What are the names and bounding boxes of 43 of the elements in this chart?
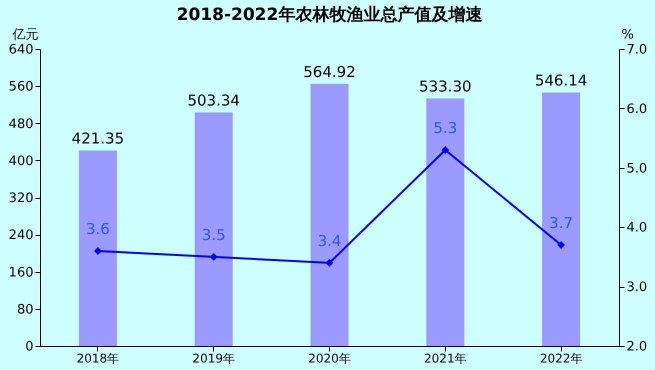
x-tick-label: 2018年 — [76, 352, 120, 366]
y-tick-label: 240 — [8, 228, 34, 244]
y2-tick-label: 3.0 — [626, 280, 648, 296]
y-tick-label: 320 — [8, 191, 34, 206]
data-label: 421.35 — [72, 129, 124, 148]
y2-axis-title: % — [622, 28, 634, 42]
point — [94, 247, 102, 255]
data-label: 503.34 — [187, 91, 240, 110]
y-tick-label: 0 — [25, 340, 34, 354]
data-label: 5.3 — [433, 118, 458, 137]
bar — [194, 112, 233, 346]
y-tick-label: 480 — [8, 116, 34, 132]
x-tick-label: 2020年 — [308, 352, 351, 366]
y-tick-label: 640 — [8, 42, 34, 58]
y-tick-label: 560 — [8, 80, 34, 95]
x-tick-label: 2022年 — [540, 352, 582, 366]
data-label: 546.14 — [534, 72, 588, 90]
y-axis-title: 亿元 — [12, 28, 38, 42]
bar — [310, 84, 348, 346]
y-tick-label: 400 — [8, 154, 34, 169]
data-label: 3.6 — [86, 220, 110, 238]
y2-tick-label: 2.0 — [626, 340, 648, 354]
data-label: 3.5 — [202, 226, 226, 244]
data-label: 564.92 — [303, 62, 356, 81]
data-label: 533.30 — [419, 78, 472, 96]
bar — [542, 92, 580, 346]
y2-tick-label: 4.0 — [626, 220, 648, 236]
point — [326, 258, 334, 267]
point — [210, 253, 218, 261]
bar — [426, 98, 464, 346]
y2-tick-label: 7.0 — [626, 42, 648, 58]
data-label: 3.7 — [549, 214, 574, 232]
y2-tick-label: 5.0 — [626, 161, 648, 176]
point — [557, 241, 565, 249]
chart-title: 2018-2022年农林牧渔业总产值及增速 — [176, 5, 482, 25]
data-label: 3.4 — [318, 232, 342, 250]
x-tick-label: 2019年 — [192, 352, 235, 366]
x-tick-label: 2021年 — [424, 352, 467, 366]
y-tick-label: 80 — [16, 302, 34, 318]
bar — [78, 150, 117, 346]
y2-tick-label: 6.0 — [626, 102, 648, 117]
y-tick-label: 160 — [8, 265, 34, 280]
point — [441, 146, 450, 154]
